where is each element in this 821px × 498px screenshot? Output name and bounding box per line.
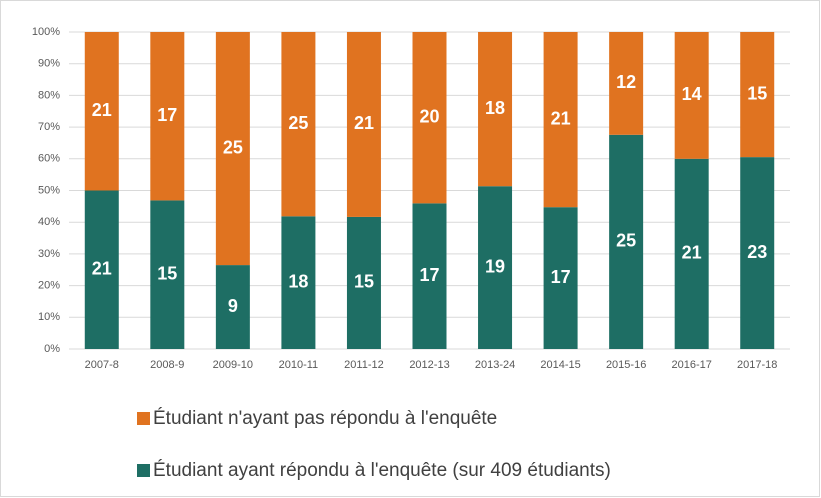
bar-segment — [478, 186, 513, 349]
data-label: 21 — [92, 259, 112, 279]
x-tick-label: 2014-15 — [540, 359, 580, 371]
x-tick-label: 2010-11 — [279, 359, 319, 371]
x-tick-label: 2011-12 — [344, 359, 384, 371]
bar-segment — [412, 32, 447, 204]
data-label: 25 — [288, 113, 308, 133]
bar-segment — [346, 32, 381, 217]
y-tick-label: 10% — [38, 311, 60, 323]
data-label: 21 — [682, 243, 702, 263]
data-label: 15 — [157, 263, 177, 283]
bar-segment — [150, 32, 185, 201]
y-tick-label: 20% — [38, 280, 60, 292]
data-label: 20 — [419, 106, 439, 126]
y-tick-label: 100% — [32, 26, 60, 38]
data-label: 15 — [747, 83, 767, 103]
x-tick-label: 2017-18 — [737, 359, 777, 371]
data-label: 14 — [682, 84, 702, 104]
y-tick-label: 40% — [38, 216, 60, 228]
bar-segment — [740, 157, 775, 349]
x-tick-label: 2016-17 — [671, 359, 711, 371]
legend-label: Étudiant n'ayant pas répondu à l'enquête — [153, 408, 497, 429]
data-label: 23 — [747, 242, 767, 262]
bar-segment — [150, 200, 185, 349]
bar-segment — [609, 32, 644, 135]
bar-segment — [609, 134, 644, 349]
data-label: 21 — [354, 113, 374, 133]
bar-segment — [478, 32, 513, 187]
bar-segment — [84, 32, 119, 191]
x-tick-label: 2008-9 — [150, 359, 184, 371]
x-tick-label: 2007-8 — [85, 359, 119, 371]
data-label: 25 — [616, 231, 636, 251]
bar-segment — [674, 158, 709, 349]
data-label: 18 — [485, 98, 505, 118]
y-tick-label: 60% — [38, 153, 60, 165]
data-label: 15 — [354, 272, 374, 292]
bar-segment — [215, 265, 250, 349]
bar-segment — [281, 216, 316, 349]
bar-segment — [740, 32, 775, 158]
data-label: 19 — [485, 256, 505, 276]
data-label: 17 — [551, 267, 571, 287]
data-label: 17 — [157, 105, 177, 125]
bar-segment — [412, 203, 447, 349]
y-tick-label: 50% — [38, 184, 60, 196]
bar-segment — [674, 32, 709, 159]
data-label: 17 — [419, 265, 439, 285]
data-label: 9 — [228, 296, 238, 316]
bar-segment — [281, 32, 316, 217]
y-tick-label: 90% — [38, 58, 60, 70]
data-label: 12 — [616, 72, 636, 92]
bar-segment — [84, 190, 119, 349]
bar-segment — [543, 32, 578, 208]
y-tick-label: 70% — [38, 121, 60, 133]
legend-swatch — [137, 464, 150, 477]
x-tick-label: 2015-16 — [606, 359, 646, 371]
y-tick-label: 30% — [38, 248, 60, 260]
y-tick-label: 80% — [38, 89, 60, 101]
data-label: 21 — [92, 100, 112, 120]
y-tick-label: 0% — [44, 343, 60, 355]
data-label: 21 — [551, 108, 571, 128]
x-tick-label: 2013-24 — [475, 359, 515, 371]
bar-segment — [215, 32, 250, 266]
legend-swatch — [137, 412, 150, 425]
x-tick-label: 2009-10 — [213, 359, 253, 371]
bar-segment — [543, 207, 578, 349]
data-label: 25 — [223, 137, 243, 157]
data-label: 18 — [288, 271, 308, 291]
bar-segment — [346, 216, 381, 349]
legend-label: Étudiant ayant répondu à l'enquête (sur … — [153, 460, 611, 481]
x-tick-label: 2012-13 — [409, 359, 449, 371]
